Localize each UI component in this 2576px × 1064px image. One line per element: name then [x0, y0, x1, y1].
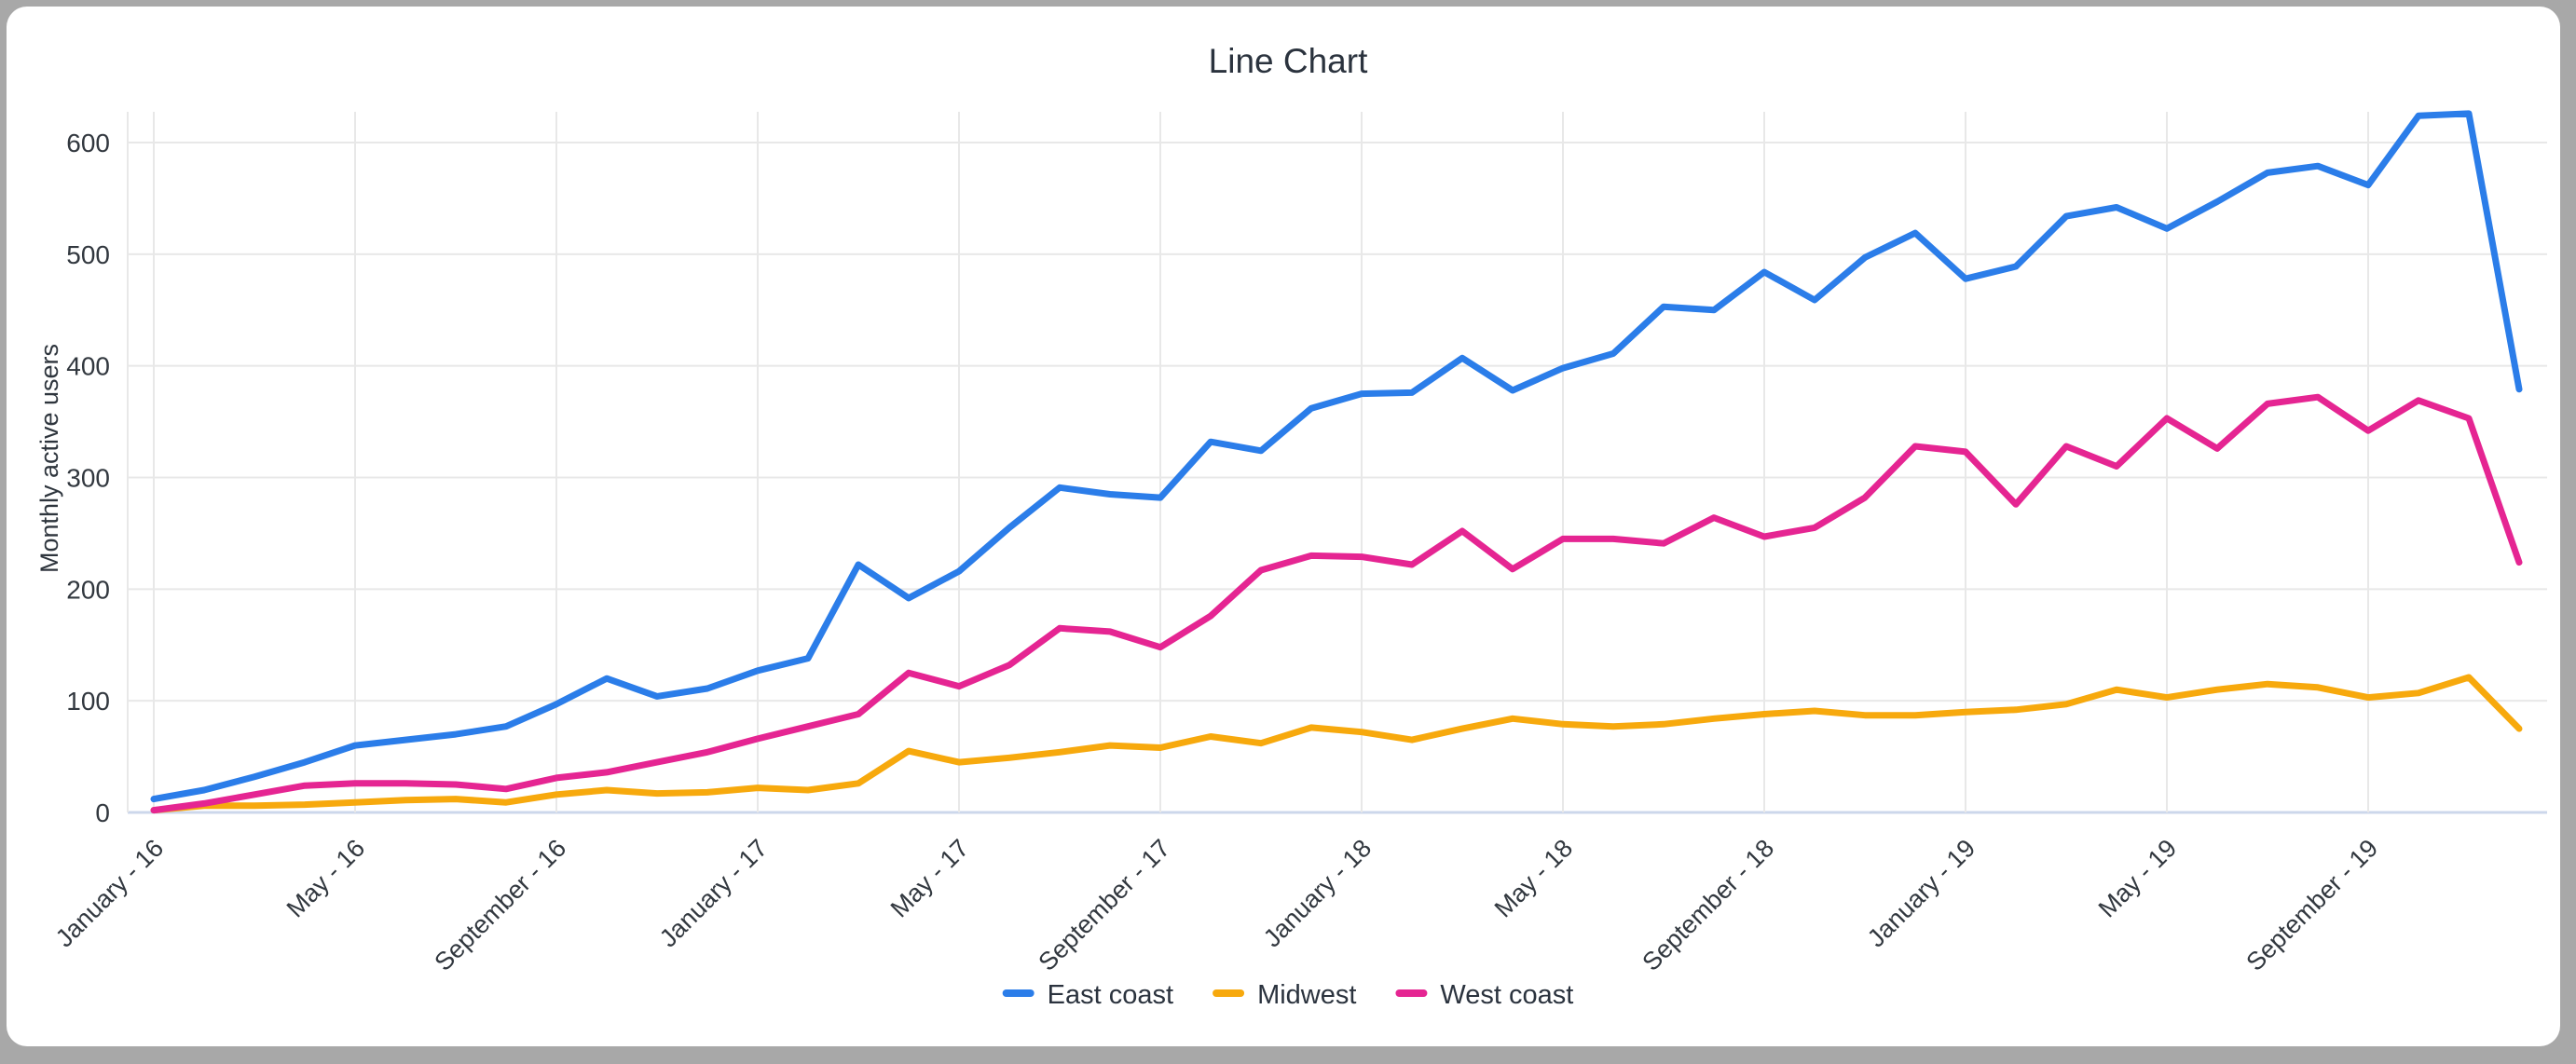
x-tick-label: January - 19 [1862, 834, 1980, 952]
x-tick-label: September - 16 [429, 834, 571, 976]
series-line-midwest[interactable] [150, 674, 2523, 814]
y-tick-label: 600 [66, 129, 110, 157]
legend-item-west-coast[interactable]: West coast [1395, 980, 1573, 1010]
x-tick-label: May - 17 [885, 834, 974, 922]
legend-label: East coast [1048, 980, 1173, 1010]
x-tick-label: January - 16 [50, 834, 169, 952]
y-tick-label: 200 [66, 575, 110, 604]
x-tick-label: May - 19 [2093, 834, 2182, 922]
legend-label: West coast [1440, 980, 1573, 1010]
legend-swatch-east-coast [1002, 989, 1035, 997]
x-tick-label: January - 17 [654, 834, 773, 952]
y-axis-title: Monthly active users [35, 344, 63, 573]
legend: East coast Midwest West coast [1002, 980, 1573, 1010]
x-tick-label: May - 18 [1489, 834, 1578, 922]
legend-item-east-coast[interactable]: East coast [1002, 980, 1173, 1010]
y-tick-label: 500 [66, 240, 110, 269]
y-tick-label: 400 [66, 352, 110, 381]
y-tick-label: 100 [66, 687, 110, 716]
axis-label-layer: 0 100 200 300 400 500 600 January - 16 May - 16 S… [50, 129, 2383, 976]
x-tick-label: September - 19 [2240, 834, 2383, 976]
x-tick-label: May - 16 [281, 834, 370, 922]
x-tick-label: January - 18 [1258, 834, 1377, 952]
legend-label: Midwest [1257, 980, 1356, 1010]
x-tick-label: September - 18 [1637, 834, 1779, 976]
grid-layer [127, 112, 2547, 814]
chart-title: Line Chart [1209, 42, 1368, 80]
series-line-east-coast[interactable] [150, 110, 2523, 803]
line-chart: 0 100 200 300 400 500 600 January - 16 May - 16 S… [35, 42, 2547, 1010]
y-tick-label: 0 [95, 798, 110, 827]
legend-swatch-midwest [1213, 989, 1245, 997]
y-tick-label: 300 [66, 464, 110, 493]
legend-swatch-west-coast [1395, 989, 1428, 997]
series-line-west-coast[interactable] [150, 393, 2523, 814]
legend-item-midwest[interactable]: Midwest [1213, 980, 1356, 1010]
x-tick-label: September - 17 [1033, 834, 1175, 976]
series-layer [150, 110, 2523, 814]
chart-card: 0 100 200 300 400 500 600 January - 16 May - 16 S… [7, 7, 2560, 1046]
